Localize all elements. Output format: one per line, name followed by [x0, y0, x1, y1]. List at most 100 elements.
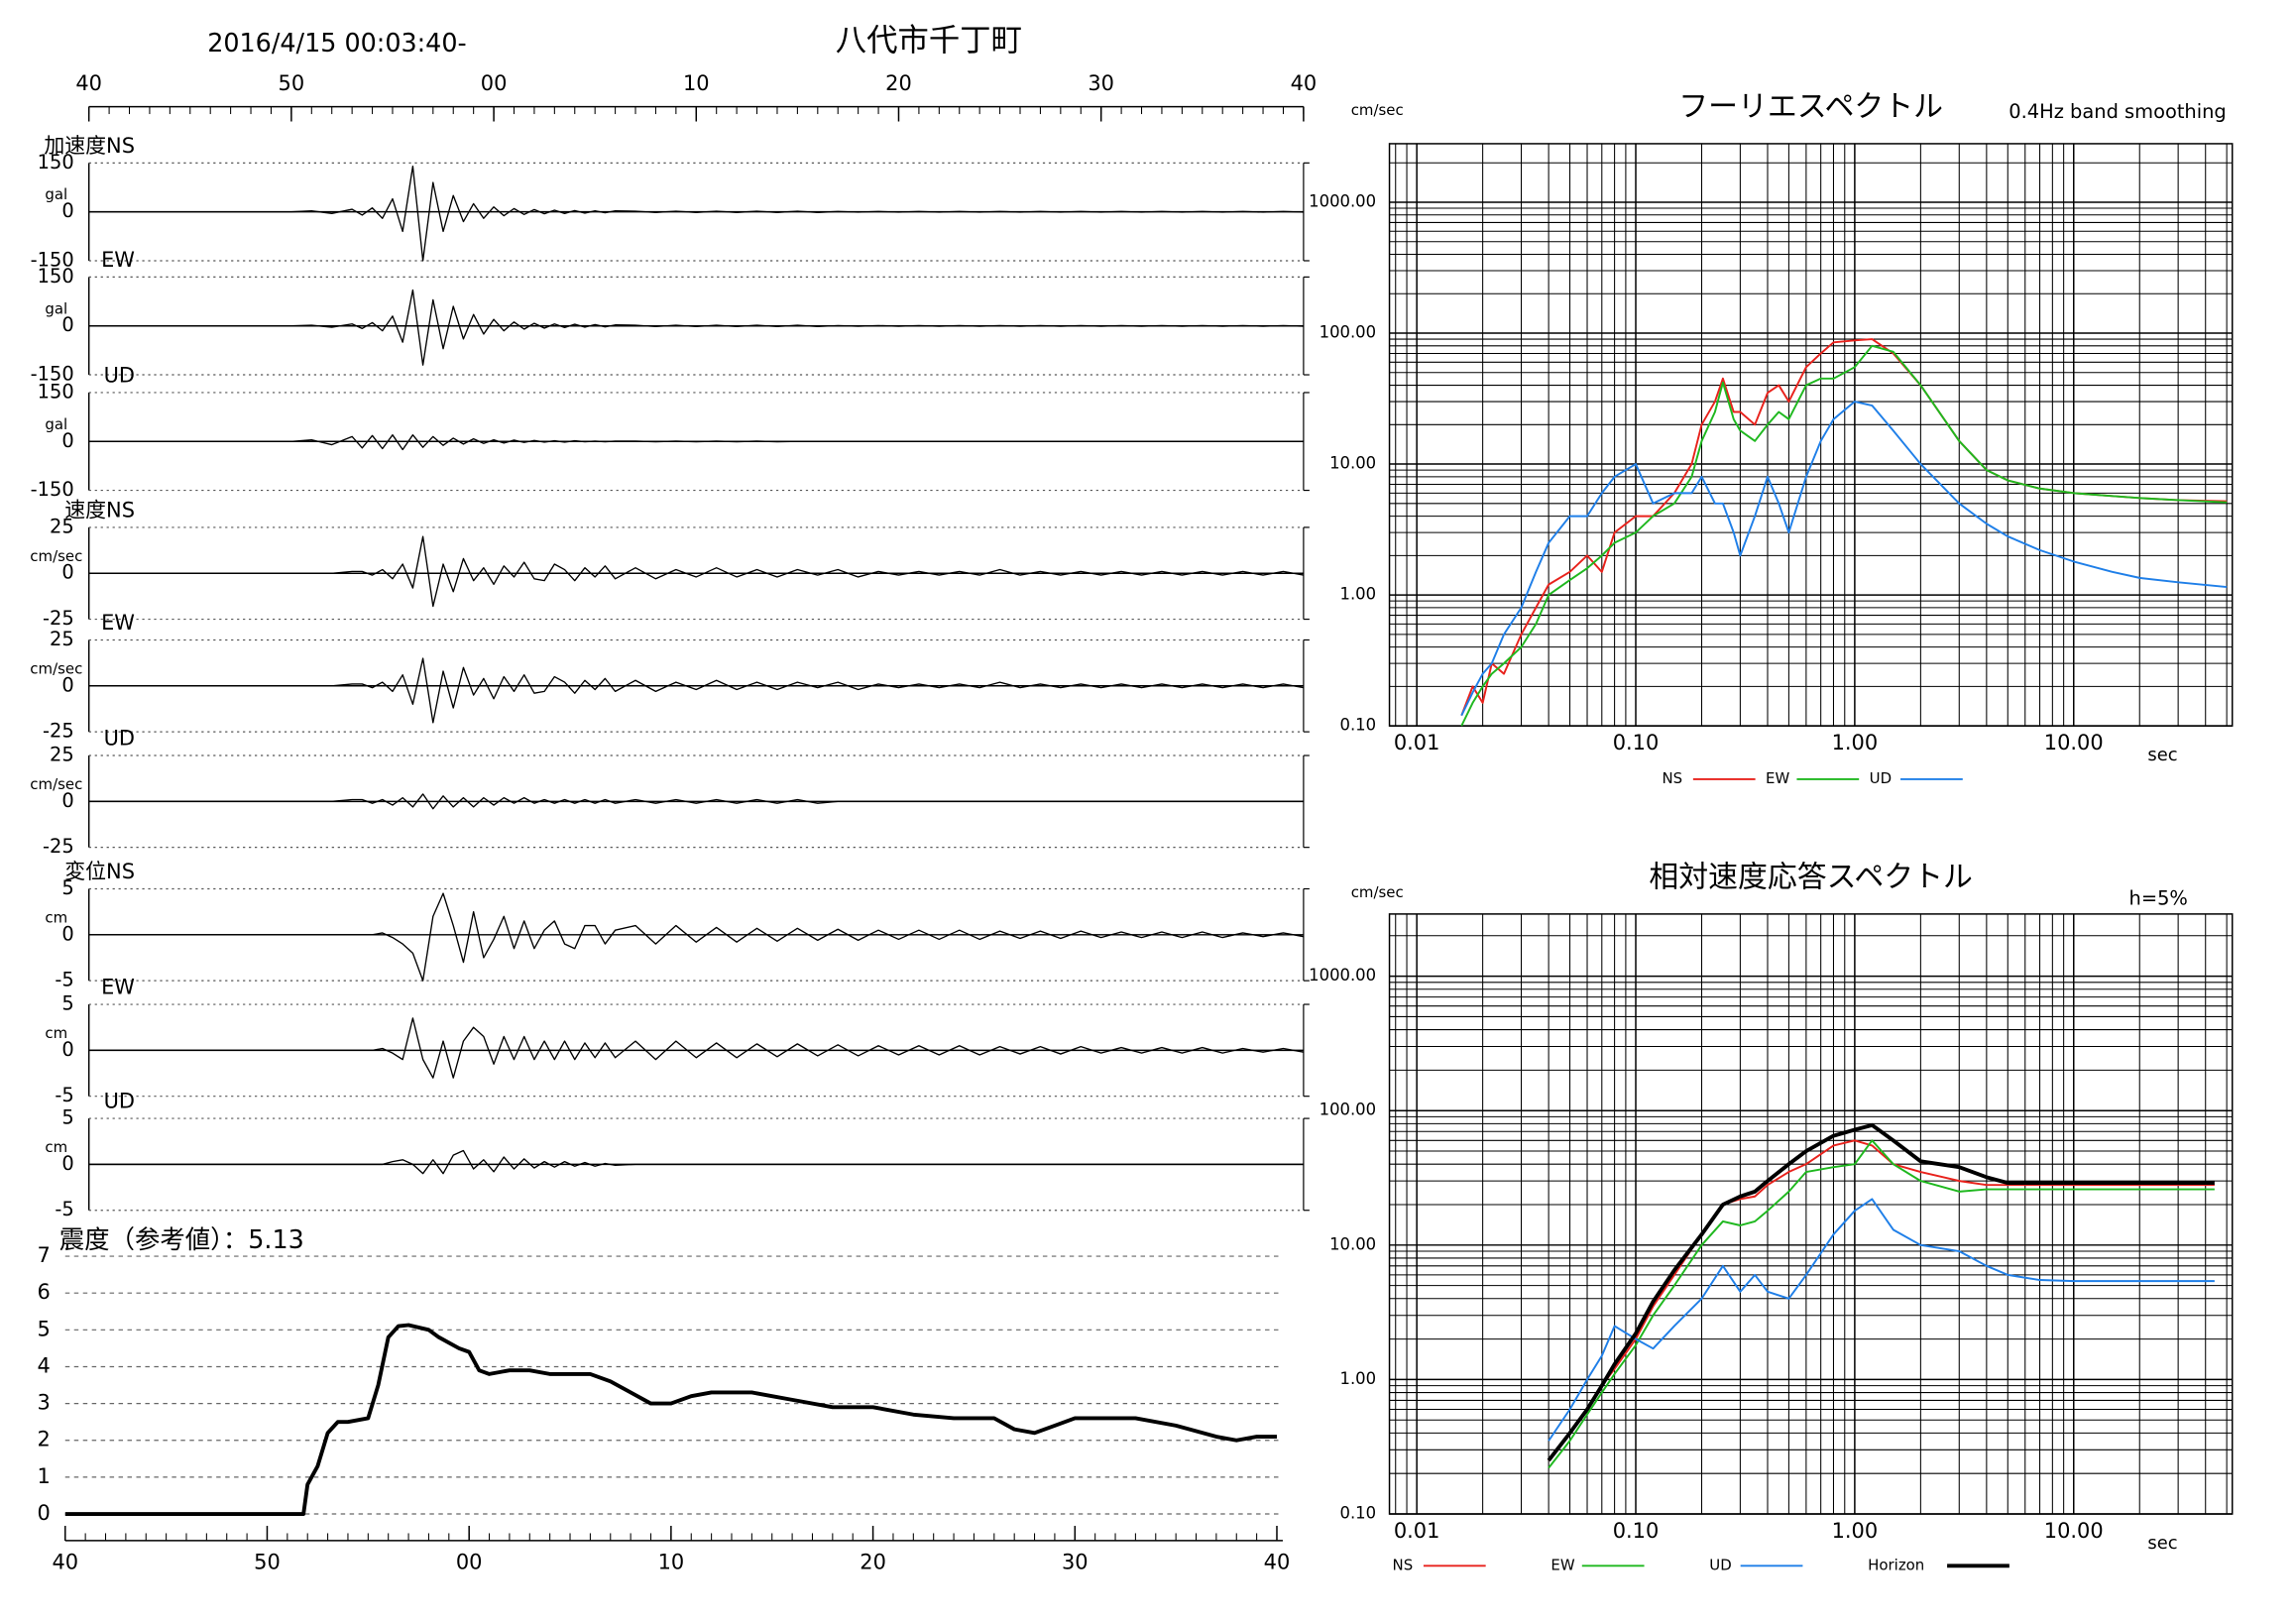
chart-subtitle: 0.4Hz band smoothing: [2009, 100, 2227, 123]
unit-label: cm/sec: [30, 659, 82, 677]
plot-frame: [1388, 143, 2234, 727]
panel-label: UD: [104, 364, 135, 388]
y-tick-label: 1000.00: [1309, 966, 1376, 985]
record-time: 2016/4/15 00:03:40-: [207, 28, 466, 58]
x-axis-label: sec: [2147, 1533, 2177, 1554]
y-tick-label: -25: [43, 720, 74, 743]
y-tick-label: -150: [31, 248, 74, 271]
spectrum-line: [1460, 401, 2228, 717]
y-tick-label: 4: [38, 1353, 51, 1377]
x-tick-label: 40: [1291, 71, 1318, 95]
y-tick-label: 0: [61, 789, 73, 812]
legend-label: NS: [1393, 1556, 1414, 1573]
y-tick-label: 5: [61, 1106, 73, 1129]
unit-label: gal: [45, 415, 67, 433]
x-tick-label: 10: [658, 1550, 685, 1573]
x-tick-label: 50: [279, 71, 305, 95]
x-tick-label: 30: [1062, 1550, 1089, 1573]
legend-label: UD: [1870, 769, 1892, 787]
unit-label: cm: [45, 908, 67, 926]
panel-label: 加速度NS: [44, 134, 135, 158]
y-tick-label: 7: [38, 1243, 51, 1267]
y-tick-label: 100.00: [1320, 1101, 1376, 1119]
y-tick-label: 0: [38, 1501, 51, 1525]
y-tick-label: -5: [55, 969, 73, 991]
unit-label: cm: [45, 1138, 67, 1156]
y-tick-label: 3: [38, 1391, 51, 1415]
x-tick-label: 0.10: [1613, 1519, 1660, 1543]
panel-label: EW: [101, 976, 135, 999]
spectrum-line: [1460, 338, 2228, 717]
waveform: [88, 657, 1305, 724]
y-tick-label: -5: [55, 1198, 73, 1220]
y-tick-label: -150: [31, 363, 74, 386]
plot-frame: [1388, 913, 2234, 1515]
x-tick-label: 40: [1264, 1550, 1291, 1573]
y-tick-label: 5: [61, 876, 73, 899]
x-tick-label: 20: [860, 1550, 886, 1573]
spectrum-line: [1548, 1139, 2215, 1461]
chart-title: フーリエスペクトル: [1678, 90, 1943, 125]
waveform: [88, 434, 1304, 451]
legend-label: EW: [1766, 769, 1789, 787]
y-tick-label: 0.10: [1340, 716, 1377, 735]
y-tick-label: 0: [61, 429, 73, 452]
y-tick-label: 1.00: [1340, 585, 1377, 604]
y-tick-label: 1: [38, 1464, 51, 1488]
y-tick-label: 10.00: [1329, 1234, 1376, 1253]
x-tick-label: 30: [1088, 71, 1114, 95]
y-axis-label: cm/sec: [1351, 101, 1404, 119]
y-tick-label: 0: [61, 673, 73, 696]
y-tick-label: 0: [61, 199, 73, 222]
x-tick-label: 1.00: [1832, 731, 1879, 754]
spectrum-line: [1547, 1122, 2215, 1462]
station-title: 八代市千丁町: [836, 23, 1022, 58]
y-tick-label: 0: [61, 561, 73, 584]
x-tick-label: 10.00: [2044, 731, 2104, 754]
x-tick-label: 20: [885, 71, 912, 95]
x-axis-label: sec: [2147, 745, 2177, 765]
panel-label: 変位NS: [64, 860, 135, 883]
x-tick-label: 50: [254, 1550, 281, 1573]
y-tick-label: 25: [50, 515, 74, 537]
legend-label: UD: [1709, 1556, 1731, 1573]
y-tick-label: 0: [61, 1038, 73, 1061]
y-tick-label: 25: [50, 628, 74, 650]
y-tick-label: 1000.00: [1309, 191, 1376, 210]
legend-label: EW: [1550, 1556, 1574, 1573]
panel-label: EW: [101, 248, 135, 272]
unit-label: cm: [45, 1024, 67, 1042]
y-tick-label: 0.10: [1340, 1504, 1377, 1523]
intensity-title: 震度（参考値）：5.13: [59, 1224, 304, 1254]
y-tick-label: 150: [38, 265, 74, 288]
x-tick-label: 10: [683, 71, 710, 95]
waveform: [88, 1017, 1305, 1079]
waveform: [88, 892, 1305, 982]
legend-label: NS: [1662, 769, 1682, 787]
waveform: [88, 535, 1305, 608]
y-axis-label: cm/sec: [1351, 883, 1404, 901]
waveform: [88, 793, 1304, 810]
x-tick-label: 00: [481, 71, 508, 95]
y-tick-label: 0: [61, 313, 73, 336]
x-tick-label: 0.01: [1394, 731, 1440, 754]
intensity-line: [64, 1323, 1277, 1516]
y-tick-label: -150: [31, 478, 74, 501]
x-tick-label: 1.00: [1832, 1519, 1879, 1543]
spectrum-line: [1548, 1139, 2215, 1469]
y-tick-label: 1.00: [1340, 1369, 1377, 1388]
panel-label: UD: [104, 727, 135, 751]
waveform: [88, 1149, 1304, 1175]
y-tick-label: 25: [50, 744, 74, 766]
waveform: [88, 289, 1304, 366]
x-tick-label: 0.01: [1394, 1519, 1440, 1543]
y-tick-label: -5: [55, 1084, 73, 1106]
x-tick-label: 0.10: [1613, 731, 1660, 754]
y-tick-label: 0: [61, 1152, 73, 1175]
y-tick-label: -25: [43, 835, 74, 858]
unit-label: gal: [45, 299, 67, 317]
chart-subtitle: h=5%: [2129, 886, 2188, 909]
y-tick-label: 150: [38, 151, 74, 174]
